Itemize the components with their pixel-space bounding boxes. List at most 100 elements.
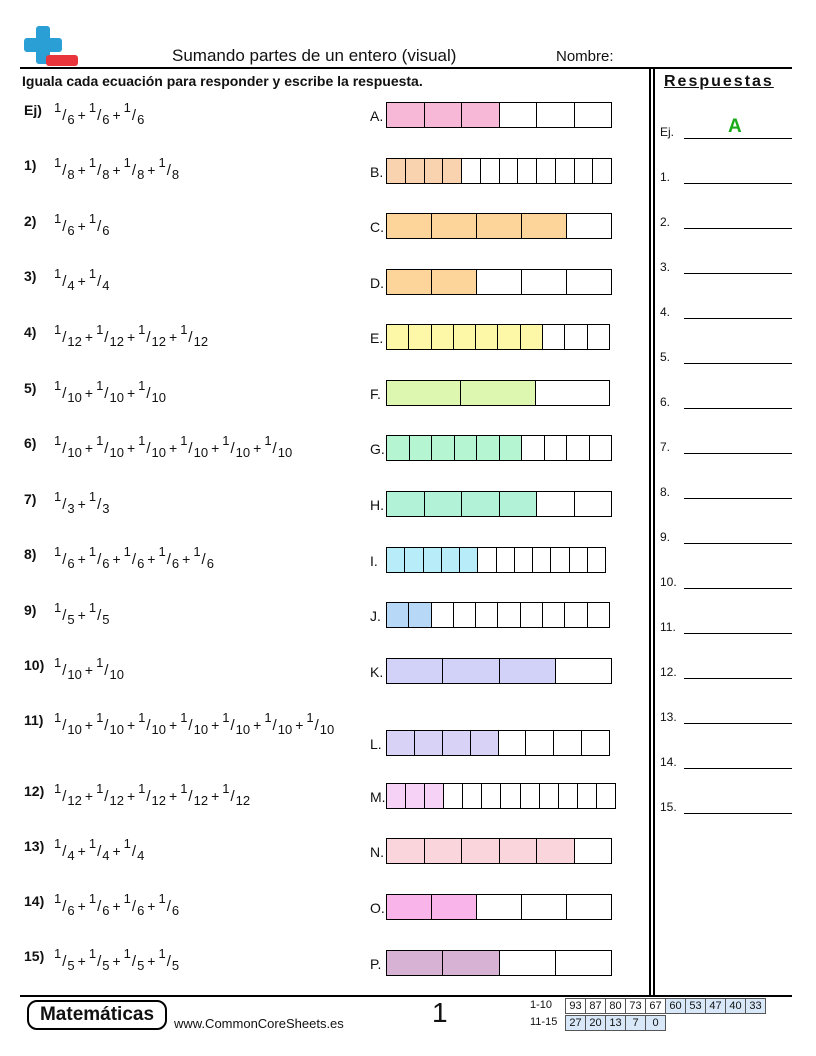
unit-fraction: 1/6 + bbox=[123, 891, 156, 918]
unit-fraction: 1/8 + bbox=[123, 155, 156, 182]
column-divider bbox=[649, 68, 651, 996]
bar-cell-filled bbox=[387, 951, 444, 975]
unit-fraction: 1/12 + bbox=[54, 322, 94, 349]
answer-label: 1. bbox=[660, 170, 671, 184]
bar-cell-filled bbox=[423, 548, 442, 572]
bar-cell-empty bbox=[501, 784, 521, 808]
answer-blank[interactable] bbox=[684, 228, 792, 229]
unit-fraction: 1/10 + bbox=[222, 433, 262, 460]
unit-fraction: 1/3 + bbox=[54, 489, 86, 516]
bar-cell-empty bbox=[543, 603, 566, 627]
question-row: 6) 1/10 +1/10 +1/10 +1/10 +1/10 +1/10 bbox=[24, 433, 364, 462]
bar-cell-empty bbox=[565, 603, 588, 627]
bar-cell-filled bbox=[499, 839, 537, 863]
bar-cell-empty bbox=[454, 603, 477, 627]
answer-blank[interactable] bbox=[684, 723, 792, 724]
answer-label-example: Ej. bbox=[660, 125, 675, 139]
answer-blank[interactable] bbox=[684, 633, 792, 634]
bar-cell-filled bbox=[387, 784, 407, 808]
bar-cell-filled bbox=[387, 325, 410, 349]
bar-cell-empty bbox=[590, 436, 612, 460]
fraction-bar bbox=[386, 950, 612, 976]
answer-blank[interactable] bbox=[684, 318, 792, 319]
bar-cell-filled bbox=[432, 436, 455, 460]
answer-blank[interactable] bbox=[684, 408, 792, 409]
answer-label: 2. bbox=[660, 215, 671, 229]
bar-cell-empty bbox=[567, 214, 611, 238]
question-row: 4) 1/12 +1/12 +1/12 +1/12 bbox=[24, 322, 364, 351]
unit-fraction: 1/10 bbox=[96, 655, 124, 682]
unit-fraction: 1/6 + bbox=[54, 211, 86, 238]
question-row: 2) 1/6 +1/6 bbox=[24, 211, 364, 240]
question-number: 8) bbox=[24, 546, 37, 562]
unit-fraction: 1/6 + bbox=[88, 891, 121, 918]
question-expression: 1/6 +1/6 +1/6 bbox=[54, 100, 364, 129]
answer-blank[interactable] bbox=[684, 363, 792, 364]
question-expression: 1/12 +1/12 +1/12 +1/12 bbox=[54, 322, 364, 351]
bar-cell-filled bbox=[387, 159, 406, 183]
answer-label: 14. bbox=[660, 755, 677, 769]
answer-blank[interactable] bbox=[684, 453, 792, 454]
answer-blank[interactable] bbox=[684, 768, 792, 769]
bar-cell-empty bbox=[588, 548, 605, 572]
score-cell: 0 bbox=[645, 1015, 666, 1031]
bar-cell-empty bbox=[477, 270, 522, 294]
question-expression: 1/4 +1/4 bbox=[54, 267, 364, 295]
unit-fraction: 1/12 + bbox=[180, 781, 220, 808]
score-cell: 40 bbox=[725, 998, 746, 1014]
answer-label: 4. bbox=[660, 305, 671, 319]
bar-cell-empty bbox=[477, 895, 522, 919]
unit-fraction: 1/4 + bbox=[54, 836, 86, 863]
question-row: 15) 1/5 +1/5 +1/5 +1/5 bbox=[24, 947, 364, 975]
score-cell: 47 bbox=[705, 998, 726, 1014]
bar-cell-filled bbox=[424, 839, 462, 863]
question-number: 15) bbox=[24, 948, 45, 964]
answer-blank[interactable] bbox=[684, 813, 792, 814]
fraction-bar bbox=[386, 435, 612, 461]
bar-letter: G. bbox=[370, 441, 385, 457]
question-expression: 1/10 +1/10 bbox=[54, 655, 364, 684]
bar-cell-empty bbox=[462, 159, 481, 183]
question-number: 13) bbox=[24, 838, 45, 854]
unit-fraction: 1/10 + bbox=[96, 378, 136, 405]
bar-cell-empty bbox=[444, 784, 464, 808]
fraction-bar bbox=[386, 658, 612, 684]
question-number: 3) bbox=[24, 268, 37, 284]
bar-cell-empty bbox=[482, 784, 502, 808]
answer-label: 11. bbox=[660, 620, 676, 634]
answer-blank[interactable] bbox=[684, 543, 792, 544]
unit-fraction: 1/6 + bbox=[158, 544, 191, 571]
unit-fraction: 1/12 + bbox=[96, 781, 136, 808]
answer-blank[interactable] bbox=[684, 498, 792, 499]
question-number: 4) bbox=[24, 324, 37, 340]
answer-blank[interactable] bbox=[684, 273, 792, 274]
bar-cell-filled bbox=[387, 381, 462, 405]
answer-blank[interactable] bbox=[684, 678, 792, 679]
bar-letter: L. bbox=[370, 736, 382, 752]
fraction-bar bbox=[386, 602, 610, 628]
answer-blank[interactable] bbox=[684, 183, 792, 184]
answer-blank[interactable] bbox=[684, 588, 792, 589]
score-cell: 60 bbox=[665, 998, 686, 1014]
unit-fraction: 1/6 bbox=[123, 100, 145, 127]
bar-cell-filled bbox=[443, 659, 500, 683]
answer-label: 5. bbox=[660, 350, 671, 364]
unit-fraction: 1/10 bbox=[138, 378, 166, 405]
answer-label: 7. bbox=[660, 440, 671, 454]
bar-cell-filled bbox=[443, 951, 500, 975]
unit-fraction: 1/5 + bbox=[54, 600, 86, 627]
unit-fraction: 1/8 + bbox=[54, 155, 86, 182]
example-answer: A bbox=[728, 116, 742, 137]
bar-cell-empty bbox=[518, 159, 537, 183]
question-row: 9) 1/5 +1/5 bbox=[24, 600, 364, 629]
question-expression: 1/8 +1/8 +1/8 +1/8 bbox=[54, 155, 364, 184]
score-cell: 7 bbox=[625, 1015, 646, 1031]
question-number: 7) bbox=[24, 491, 37, 507]
bar-cell-empty bbox=[597, 784, 615, 808]
question-expression: 1/6 +1/6 bbox=[54, 211, 364, 240]
question-expression: 1/6 +1/6 +1/6 +1/6 bbox=[54, 891, 364, 920]
bar-letter: J. bbox=[370, 608, 381, 624]
bar-cell-filled bbox=[537, 839, 575, 863]
bar-cell-empty bbox=[499, 731, 527, 755]
bar-cell-empty bbox=[500, 951, 556, 975]
